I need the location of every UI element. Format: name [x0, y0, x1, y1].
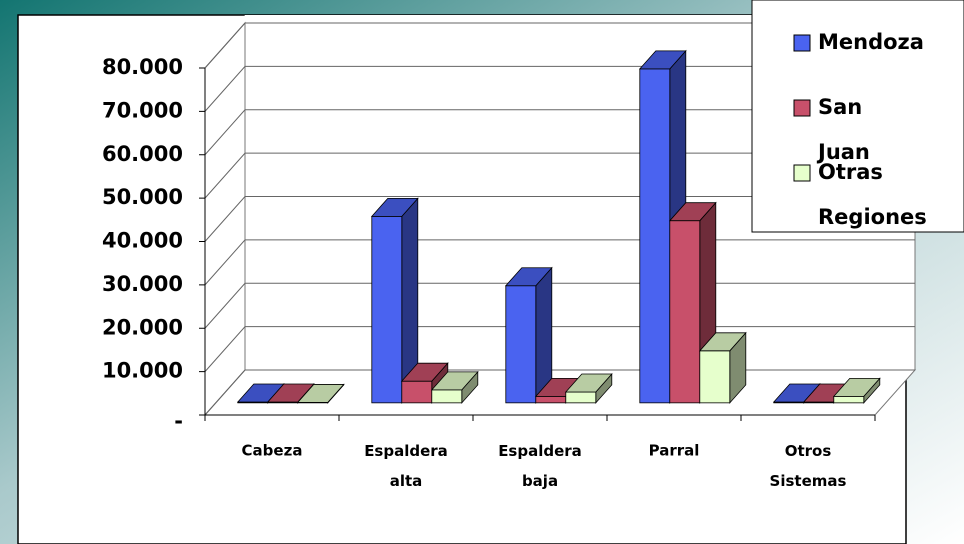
- legend-box: [751, 0, 964, 233]
- grid-line: [204, 109, 915, 156]
- bar-top: [296, 384, 345, 403]
- bar: [505, 285, 537, 404]
- bar: [401, 380, 433, 404]
- bar: [371, 215, 403, 404]
- grid-line: [204, 65, 915, 112]
- legend-swatch: [793, 164, 811, 182]
- legend-label: Otras Regiones: [818, 160, 927, 229]
- legend-label: Mendoza: [818, 30, 924, 54]
- x-tick-label: Espaldera alta: [364, 442, 448, 490]
- y-tick-label: 20.000: [102, 315, 183, 339]
- legend-swatch: [793, 34, 811, 52]
- y-tick-label: 40.000: [102, 229, 183, 253]
- y-tick-label: 10.000: [102, 359, 183, 383]
- bar: [699, 350, 731, 404]
- bar-top: [832, 377, 881, 397]
- y-tick-label: -: [174, 409, 183, 433]
- bar: [639, 68, 671, 404]
- bar-top: [266, 383, 315, 403]
- y-tick-label: 70.000: [102, 98, 183, 122]
- bar-top: [504, 267, 553, 287]
- bar-top: [564, 373, 613, 393]
- bar: [535, 395, 567, 404]
- y-tick-label: 80.000: [102, 55, 183, 79]
- bar-top: [400, 362, 449, 382]
- x-tick-label: Espaldera baja: [498, 442, 582, 490]
- y-tick-label: 50.000: [102, 185, 183, 209]
- bar-top: [698, 332, 747, 352]
- bar: [833, 395, 865, 404]
- grid-line: [204, 22, 915, 69]
- bar: [565, 391, 597, 404]
- bar-top: [370, 197, 419, 217]
- bar-top: [668, 202, 717, 222]
- legend-swatch: [793, 99, 811, 117]
- bar-top: [430, 371, 479, 391]
- x-tick-label: Cabeza: [242, 442, 303, 460]
- x-tick-label: Parral: [649, 442, 700, 460]
- legend-label: San Juan: [816, 95, 870, 164]
- grid-line: [204, 196, 915, 242]
- y-tick-label: 60.000: [102, 142, 183, 166]
- bar-top: [638, 50, 687, 70]
- x-tick-label: Otros Sistemas: [770, 442, 847, 490]
- grid-line: [204, 152, 915, 199]
- bar: [431, 389, 463, 404]
- bar: [669, 220, 701, 404]
- y-tick-label: 30.000: [102, 272, 183, 296]
